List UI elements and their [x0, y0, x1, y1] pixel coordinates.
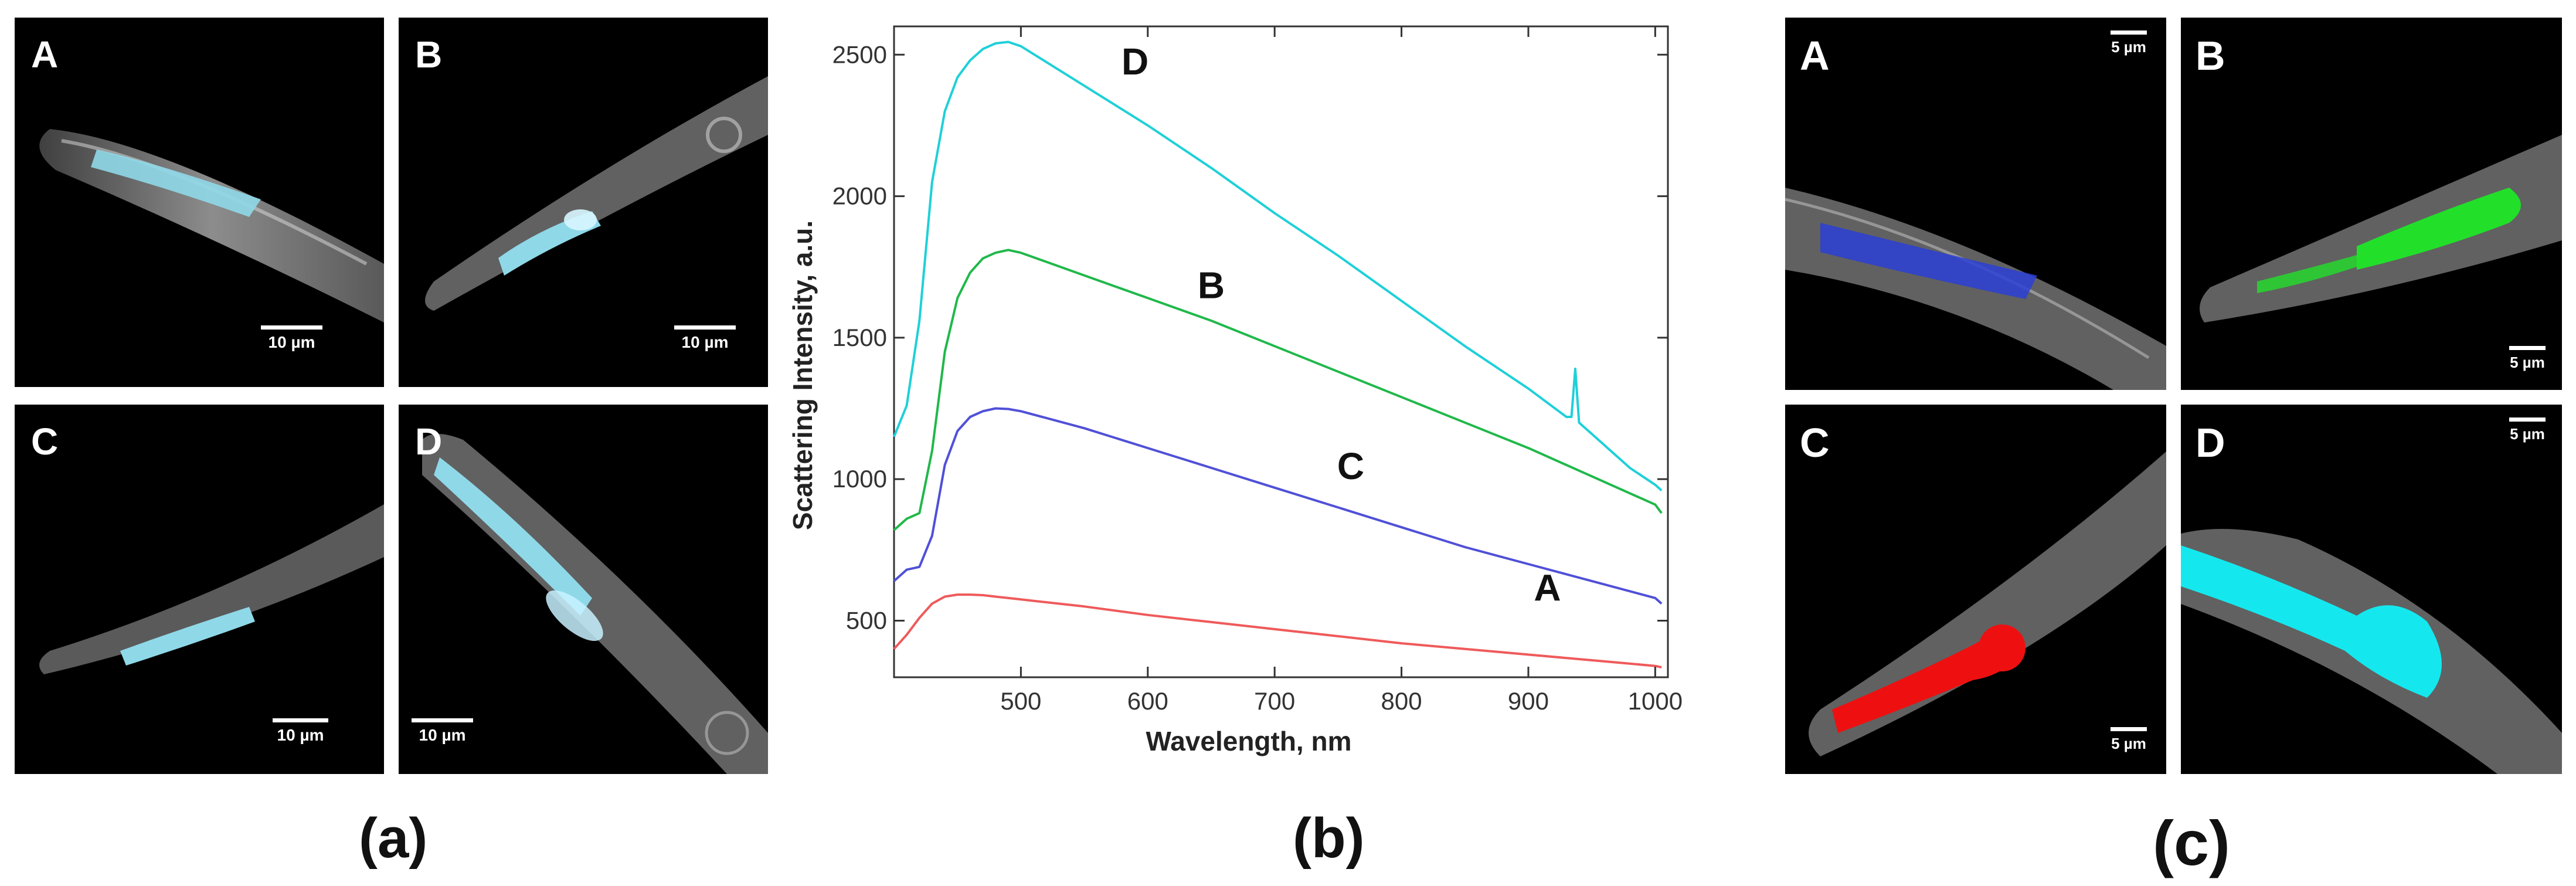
caption-a: (a): [359, 807, 428, 870]
y-axis-label: Scattering Intensity, a.u.: [787, 220, 818, 530]
scale-bar-line: [273, 718, 328, 722]
scale-bar-text: 5 µm: [2111, 735, 2146, 752]
scale-bar-text: 10 µm: [268, 333, 315, 351]
panel-letter-label: C: [31, 420, 59, 463]
scale-bar: 5 µm: [2509, 417, 2546, 443]
x-axis-label: Wavelength, nm: [1146, 726, 1352, 756]
series-group: [893, 40, 1663, 669]
y-tick-label: 2000: [832, 182, 887, 210]
x-tick-label: 600: [1127, 687, 1168, 715]
scale-bar: 10 µm: [674, 325, 736, 352]
panel-letter-label: C: [1800, 420, 1830, 466]
panel-letter-label: B: [415, 33, 443, 76]
tick-group: 500 600 700 800 900 1000 500 1000 1500 2000 2500: [832, 26, 1683, 715]
scale-bar: 5 µm: [2111, 30, 2147, 56]
scale-bar-text: 10 µm: [681, 333, 729, 351]
micrograph-a-d: D 10 µm: [399, 405, 768, 774]
scattering-spectrum-chart: 500 600 700 800 900 1000 500 1000 1500 2000 2500 D…: [787, 25, 1683, 756]
y-tick-label: 2500: [832, 40, 887, 68]
worm-image: [1785, 188, 2166, 390]
micrograph-a-b: B 10 µm: [399, 18, 768, 387]
worm-image: [425, 76, 768, 311]
scale-bar-line: [412, 718, 473, 722]
plot-border: [893, 25, 1669, 678]
panel-letter-label: D: [2196, 420, 2225, 466]
worm-image: [422, 434, 768, 774]
panel-letter-label: D: [415, 420, 443, 463]
y-tick-label: 500: [846, 606, 887, 634]
micrograph-c-a: A 5 µm: [1785, 18, 2166, 390]
scale-bar-text: 5 µm: [2111, 38, 2146, 56]
panel-letter-label: B: [2196, 33, 2225, 79]
scale-bar-line: [261, 325, 322, 330]
annotation-group: D B C A: [1122, 40, 1561, 609]
x-tick-label: 900: [1508, 687, 1549, 715]
scale-bar-text: 5 µm: [2510, 425, 2545, 443]
worm-image: [2200, 135, 2562, 323]
series-line-a: [893, 593, 1662, 669]
scale-bar: 5 µm: [2509, 346, 2546, 372]
x-tick-label: 1000: [1628, 687, 1683, 715]
caption-c: (c): [2153, 807, 2230, 878]
panel-letter-label: A: [1800, 33, 1830, 79]
scale-bar-line: [2111, 30, 2147, 35]
y-tick-label: 1000: [832, 465, 887, 493]
scale-bar: 5 µm: [2111, 727, 2147, 753]
scale-bar: 10 µm: [412, 718, 473, 745]
scale-bar: 10 µm: [273, 718, 328, 745]
worm-image: [39, 504, 384, 674]
scale-bar-text: 5 µm: [2510, 354, 2545, 371]
scale-bar-line: [2509, 346, 2546, 350]
worm-image: [2181, 529, 2562, 774]
x-tick-label: 800: [1381, 687, 1422, 715]
series-line-b: [893, 249, 1663, 531]
scale-bar-line: [674, 325, 736, 330]
scale-bar-line: [2111, 727, 2147, 731]
scale-bar-text: 10 µm: [419, 726, 466, 744]
plot-frame: [893, 25, 1669, 678]
scale-bar-text: 10 µm: [277, 726, 324, 744]
y-tick-label: 1500: [832, 324, 887, 351]
micrograph-c-c: C 5 µm: [1785, 405, 2166, 774]
worm-image: [1809, 452, 2166, 756]
series-line-d: [893, 40, 1663, 491]
worm-image: [39, 129, 384, 323]
micrograph-a-c: C 10 µm: [15, 405, 384, 774]
series-annotation-c: C: [1337, 445, 1364, 487]
micrograph-c-b: B 5 µm: [2181, 18, 2562, 390]
scale-bar: 10 µm: [261, 325, 322, 352]
panel-letter-label: A: [31, 33, 59, 76]
series-annotation-b: B: [1198, 264, 1225, 306]
x-tick-label: 700: [1254, 687, 1295, 715]
scale-bar-line: [2509, 417, 2546, 422]
micrograph-a-a: A 10 µm: [15, 18, 384, 387]
x-tick-label: 500: [1000, 687, 1041, 715]
series-line-c: [893, 407, 1663, 605]
micrograph-c-d: D 5 µm: [2181, 405, 2562, 774]
series-annotation-a: A: [1534, 567, 1561, 609]
series-annotation-d: D: [1122, 40, 1148, 83]
caption-b: (b): [1293, 807, 1365, 870]
